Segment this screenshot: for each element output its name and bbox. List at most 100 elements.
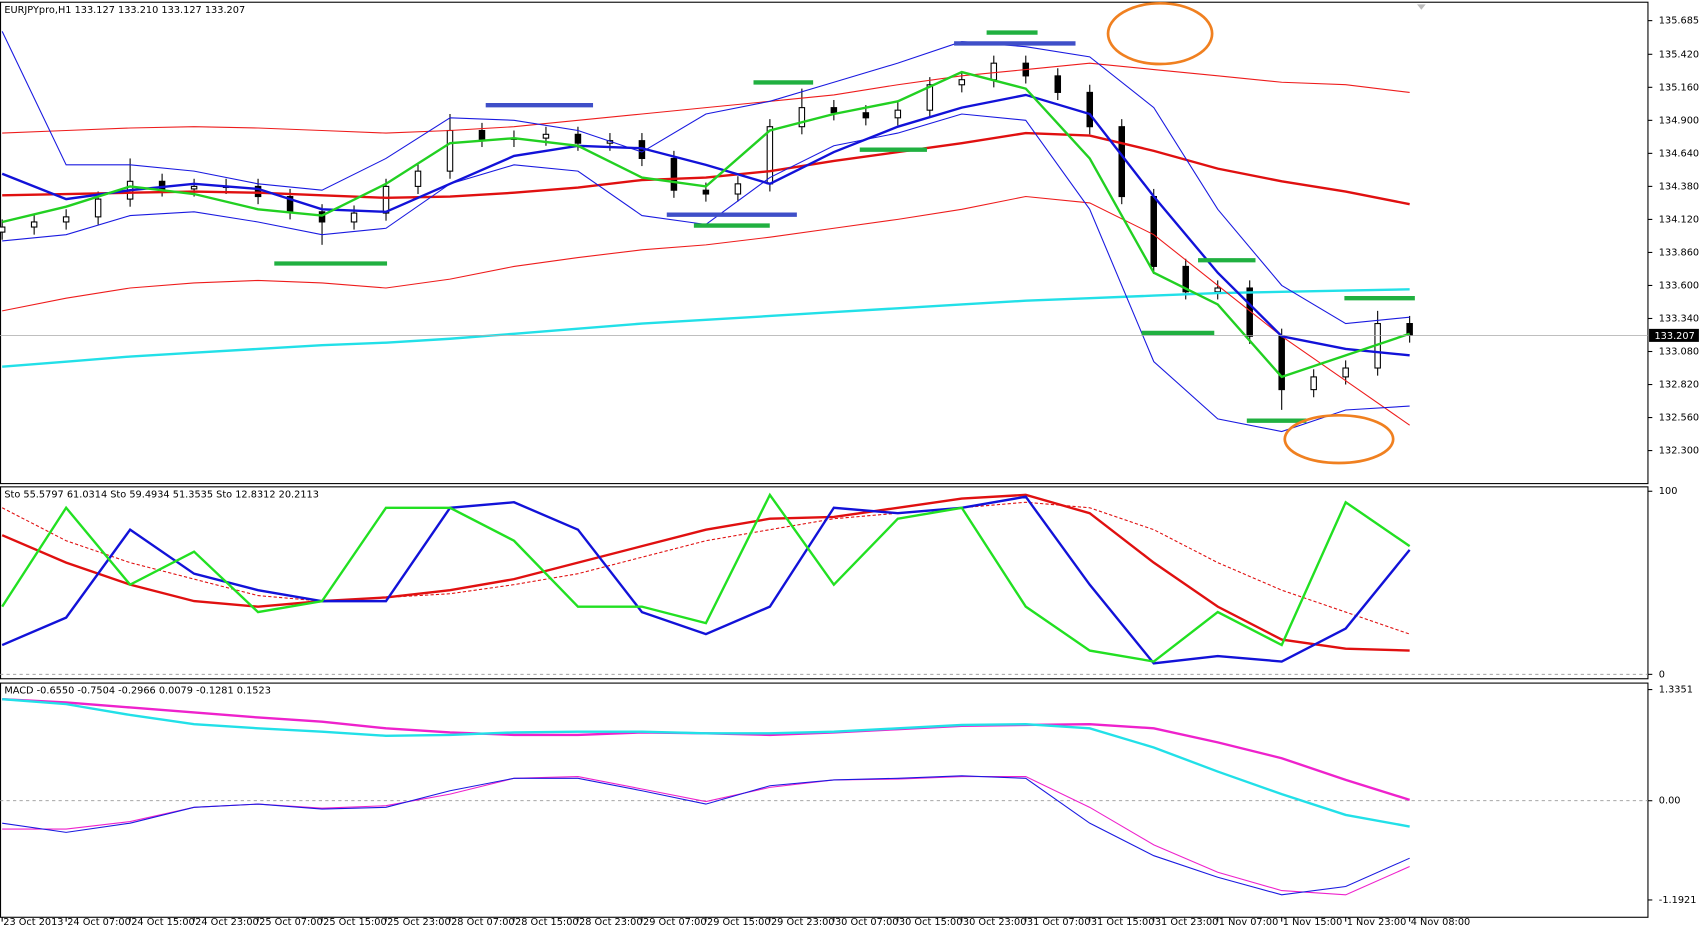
candle-body: [30, 221, 38, 228]
candle-body: [478, 129, 486, 140]
candle-body: [1086, 91, 1094, 128]
y-tick-label: 0: [1659, 669, 1665, 680]
x-tick-label: 31 Oct 15:00: [1091, 917, 1155, 926]
y-tick-label: 1.3351: [1659, 685, 1693, 696]
y-tick-label: 135.420: [1659, 49, 1699, 60]
indicator-line: [1, 70, 1411, 379]
candle-body: [1118, 126, 1126, 198]
candle-body: [1246, 287, 1253, 337]
x-tick-label: 1 Nov 07:00: [1219, 917, 1279, 926]
indicator-line: [1, 495, 1411, 665]
indicator-line: [1, 93, 1410, 357]
candle-body: [62, 216, 70, 223]
y-tick-label: 132.820: [1659, 380, 1699, 391]
last-price-box: [1649, 328, 1699, 342]
candle-body: [1310, 376, 1317, 391]
panel-title: MACD -0.6550 -0.7504 -0.2966 0.0079 -0.1…: [4, 686, 271, 697]
y-tick-label: 0.00: [1659, 796, 1681, 807]
candle-body: [702, 189, 710, 195]
candle-body: [318, 211, 326, 223]
x-tick-label: 25 Oct 23:00: [387, 917, 451, 926]
panel-frame: [0, 1, 1649, 485]
indicator-line: [1, 493, 1410, 652]
x-tick-label: 29 Oct 07:00: [643, 917, 707, 926]
candle-body: [1342, 367, 1349, 378]
indicator-line: [1, 501, 1410, 635]
candle-body: [670, 157, 678, 191]
candle-body: [382, 185, 390, 214]
y-tick-label: 133.340: [1659, 313, 1699, 324]
x-tick-label: 28 Oct 23:00: [579, 917, 643, 926]
y-tick-label: 133.860: [1659, 247, 1699, 258]
x-tick-label: 28 Oct 07:00: [451, 917, 515, 926]
candle-body: [894, 109, 902, 119]
y-tick-label: 134.380: [1659, 181, 1699, 192]
indicator-line: [2, 62, 1410, 134]
x-tick-label: 1 Nov 23:00: [1347, 917, 1407, 926]
x-tick-label: 30 Oct 07:00: [835, 917, 899, 926]
indicator-line: [1, 31, 1410, 325]
y-tick-label: 134.900: [1659, 115, 1699, 126]
indicator-line: [2, 131, 1410, 206]
x-tick-label: 25 Oct 15:00: [323, 917, 387, 926]
candle-body: [1054, 75, 1062, 93]
x-tick-label: 24 Oct 15:00: [131, 917, 195, 926]
x-tick-label: 31 Oct 07:00: [1027, 917, 1091, 926]
candle-body: [1278, 335, 1285, 391]
candle-body: [190, 185, 198, 190]
candle-body: [0, 226, 6, 233]
highlight-ellipse: [1283, 413, 1395, 465]
candle-body: [862, 112, 870, 119]
candle-body: [542, 133, 550, 139]
y-tick-label: 132.560: [1659, 413, 1699, 424]
indicator-line: [2, 775, 1410, 896]
y-tick-label: 100: [1659, 486, 1678, 497]
panel-title: EURJPYpro,H1 133.127 133.210 133.127 133…: [4, 5, 245, 16]
x-tick-label: 1 Nov 15:00: [1283, 917, 1343, 926]
x-tick-label: 30 Oct 15:00: [899, 917, 963, 926]
x-tick-label: 25 Oct 07:00: [259, 917, 323, 926]
candle-body: [830, 107, 838, 114]
candle-body: [990, 62, 998, 81]
candle-body: [446, 129, 454, 172]
highlight-ellipse: [1106, 1, 1214, 66]
shift-marker: [1417, 4, 1426, 10]
candle-body: [958, 79, 966, 86]
candle-body: [574, 133, 582, 144]
indicator-line: [2, 195, 1410, 426]
x-tick-label: 30 Oct 23:00: [963, 917, 1027, 926]
y-tick-label: 134.120: [1659, 214, 1699, 225]
x-tick-label: 29 Oct 15:00: [707, 917, 771, 926]
candle-body: [926, 84, 934, 111]
candle-body: [94, 198, 102, 218]
x-tick-label: 24 Oct 07:00: [67, 917, 131, 926]
x-tick-label: 29 Oct 23:00: [771, 917, 835, 926]
x-tick-label: 24 Oct 23:00: [195, 917, 259, 926]
y-tick-label: 134.640: [1659, 148, 1699, 159]
y-tick-label: 135.685: [1659, 16, 1699, 27]
y-tick-label: 135.160: [1659, 82, 1699, 93]
candle-body: [798, 107, 806, 128]
annotations: [274, 1, 1426, 465]
indicator-line: [2, 697, 1410, 828]
panel-frame: [0, 486, 1649, 680]
y-tick-label: 132.300: [1659, 446, 1699, 457]
candle-body: [414, 170, 422, 187]
last-price-label: 133.207: [1654, 331, 1694, 342]
candle-body: [734, 183, 742, 195]
y-tick-label: 133.600: [1659, 280, 1699, 291]
x-tick-label: 4 Nov 08:00: [1411, 917, 1471, 926]
x-tick-label: 28 Oct 15:00: [515, 917, 579, 926]
panel-title: Sto 55.5797 61.0314 Sto 59.4934 51.3535 …: [4, 489, 319, 500]
x-tick-label: 31 Oct 23:00: [1155, 917, 1219, 926]
y-tick-label: 133.080: [1659, 347, 1699, 358]
candle-body: [350, 212, 358, 223]
candle-body: [1150, 196, 1157, 267]
candle-body: [1214, 287, 1221, 293]
x-tick-label: 23 Oct 2013: [3, 917, 63, 926]
candle-body: [766, 126, 774, 185]
